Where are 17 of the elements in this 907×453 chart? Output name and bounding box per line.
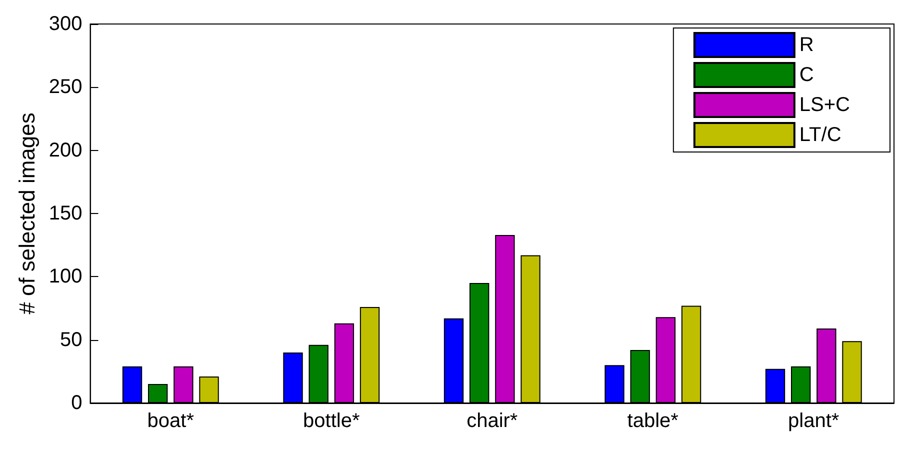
- legend-label: R: [799, 34, 814, 56]
- x-tick-label: chair*: [466, 410, 518, 432]
- x-tick-label: table*: [627, 410, 679, 432]
- y-tick-label: 200: [48, 139, 82, 162]
- x-tick-label: boat*: [147, 410, 194, 432]
- y-tick-label: 100: [48, 266, 82, 288]
- y-tick-label: 50: [60, 328, 82, 351]
- y-tick-label: 0: [71, 392, 82, 414]
- legend-label: LS+C: [799, 94, 850, 116]
- legend-label: LT/C: [799, 124, 842, 146]
- x-tick-label: bottle*: [303, 410, 360, 432]
- x-tick-label: plant*: [788, 410, 840, 432]
- legend-label: C: [799, 64, 814, 86]
- y-tick-label: 300: [48, 13, 82, 35]
- y-axis-title: # of selected images: [14, 112, 40, 314]
- y-tick-label: 150: [48, 202, 82, 224]
- y-tick-label: 250: [48, 76, 82, 98]
